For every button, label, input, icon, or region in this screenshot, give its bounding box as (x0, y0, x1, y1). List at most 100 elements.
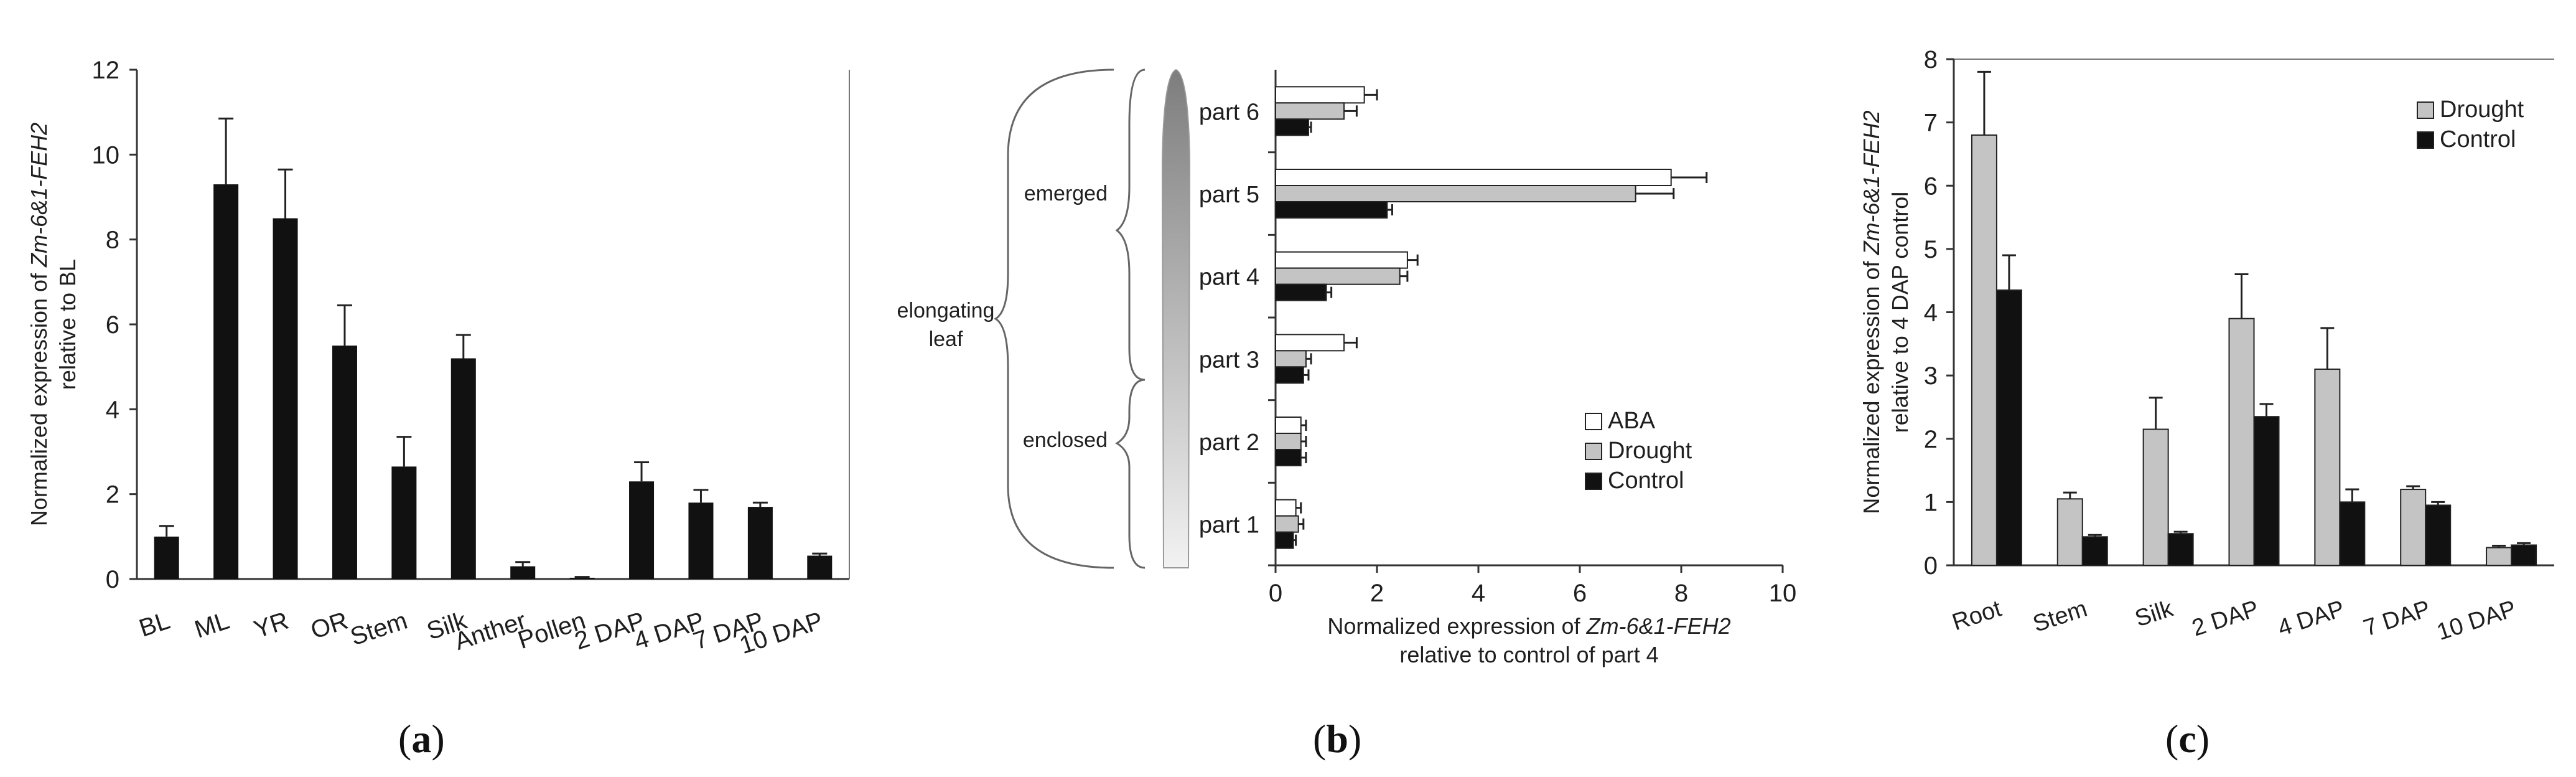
chart-c: 0 1 2 3 4 5 6 7 8 Root Stem Silk 2 DAP 4 DAP 7 DAP 10 D… (1859, 46, 2554, 646)
annotation-leaf: leaf (929, 327, 963, 351)
bar-aba-part-4 (1275, 251, 1408, 269)
x-axis-label-line2: relative to control of part 4 (1399, 642, 1658, 667)
x-tick-label: ML (191, 607, 232, 644)
legend-label-drought: Drought (1608, 438, 1692, 464)
emerged-brace (1115, 68, 1146, 381)
y-axis-label: Normalized expression of Zm-6&1-FEH2rela… (26, 123, 80, 526)
bar-7-DAP (747, 507, 773, 579)
chart-b: emerged enclosed elongating leaf 0 2 4 6 8 10 part… (897, 68, 1796, 667)
x-tick-label: 10 DAP (2434, 596, 2519, 646)
y-axis-label-line2: relative to 4 DAP control (1887, 192, 1913, 433)
y-tick-label: 5 (1924, 236, 1938, 263)
y-tick-label: part 4 (1199, 265, 1259, 291)
y-tick-label: 4 (106, 396, 119, 423)
y-axis-label-line1: Normalized expression of Zm-6&1-FEH2 (1859, 110, 1884, 514)
x-tick-label: 0 (1269, 580, 1282, 607)
legend-swatch-drought (1585, 443, 1602, 460)
bar-drought-Root (1971, 134, 1997, 566)
bar-drought-part-2 (1275, 433, 1302, 450)
bar-drought-part-3 (1275, 350, 1307, 368)
bar-drought-2-DAP (2228, 318, 2255, 566)
bar-YR (273, 218, 298, 579)
annotation-elongating: elongating (897, 299, 995, 323)
y-tick-label: 8 (1924, 46, 1938, 73)
x-tick-label: Root (1949, 595, 2005, 636)
bar-control-Root (1995, 289, 2022, 566)
bar-control-part-6 (1275, 118, 1309, 136)
bar-2-DAP (629, 481, 655, 579)
y-tick-label: part 5 (1199, 182, 1259, 208)
y-tick-label: 6 (106, 311, 119, 339)
enclosed-brace (1115, 379, 1146, 569)
bar-4-DAP (688, 502, 714, 579)
x-axis-label: Normalized expression of Zm-6&1-FEH2 rela… (1327, 613, 1730, 667)
legend-swatch-drought (2417, 101, 2434, 119)
bar-drought-part-4 (1275, 267, 1401, 285)
y-axis-label: Normalized expression of Zm-6&1-FEH2rela… (1859, 110, 1913, 514)
y-tick-label: 12 (92, 57, 120, 84)
bar-control-part-5 (1275, 201, 1388, 219)
y-tick-label: part 1 (1199, 512, 1259, 539)
bar-control-part-1 (1275, 531, 1294, 549)
bar-OR (332, 346, 357, 579)
y-tick-label: part 3 (1199, 347, 1259, 373)
x-tick-label: Stem (2030, 596, 2090, 638)
y-tick-label: 0 (1924, 552, 1938, 580)
legend-label-aba: ABA (1608, 408, 1656, 434)
y-tick-label: 0 (106, 566, 119, 593)
y-tick-label: 10 (92, 141, 120, 169)
x-axis-label-line1: Normalized expression of Zm-6&1-FEH2 (1327, 613, 1730, 639)
y-tick-label: 3 (1924, 362, 1938, 390)
y-tick-label: 2 (1924, 426, 1938, 453)
bar-control-4-DAP (2339, 501, 2366, 566)
bar-aba-part-1 (1275, 499, 1297, 517)
x-tick-label: OR (307, 607, 352, 644)
annotation-enclosed: enclosed (1023, 428, 1108, 452)
x-tick-label: Silk (2132, 595, 2177, 632)
y-tick-label: part 2 (1199, 430, 1259, 456)
panel-label-b: (b) (1313, 717, 1362, 761)
y-tick-label: 6 (1924, 172, 1938, 200)
bar-control-part-4 (1275, 283, 1327, 301)
y-tick-label: 1 (1924, 489, 1938, 516)
legend-swatch-aba (1585, 413, 1602, 430)
bar-drought-10-DAP (2486, 547, 2513, 566)
panel-label-c: (c) (2165, 717, 2210, 761)
bar-drought-part-6 (1275, 102, 1345, 120)
bar-Pollen (569, 577, 595, 579)
y-tick-label: 8 (106, 227, 119, 254)
bar-control-Silk (2167, 533, 2194, 566)
bar-control-10-DAP (2511, 544, 2537, 566)
bar-drought-Stem (2056, 498, 2083, 567)
bar-drought-Silk (2142, 428, 2169, 566)
bar-control-2-DAP (2253, 416, 2280, 567)
bar-Anther (510, 566, 536, 579)
x-tick-label: YR (251, 607, 292, 644)
bar-control-7-DAP (2425, 504, 2452, 566)
x-tick-label: 7 DAP (2361, 596, 2434, 642)
panel-label-a: (a) (398, 717, 445, 761)
legend-label-control: Control (2440, 126, 2516, 153)
legend-label-drought: Drought (2440, 97, 2524, 123)
x-tick-label: 4 (1472, 580, 1485, 607)
bar-drought-part-5 (1275, 185, 1636, 202)
x-tick-label: 8 (1674, 580, 1688, 607)
y-tick-label: part 6 (1199, 99, 1259, 125)
bar-drought-part-1 (1275, 515, 1299, 533)
y-axis-label-line1: Normalized expression of Zm-6&1-FEH2 (26, 123, 52, 526)
x-tick-label: 2 DAP (2189, 596, 2262, 642)
bar-aba-part-2 (1275, 417, 1302, 434)
x-tick-label: 2 (1370, 580, 1384, 607)
bar-Stem (391, 466, 417, 579)
bar-ML (213, 184, 239, 579)
bar-control-part-3 (1275, 366, 1304, 384)
x-tick-label: Stem (347, 607, 411, 651)
bar-BL (154, 536, 179, 579)
bar-control-part-2 (1275, 449, 1302, 466)
x-tick-label: BL (136, 607, 173, 643)
bar-aba-part-6 (1275, 86, 1365, 104)
x-tick-label: 4 DAP (2275, 596, 2348, 642)
bar-Silk (450, 358, 476, 579)
